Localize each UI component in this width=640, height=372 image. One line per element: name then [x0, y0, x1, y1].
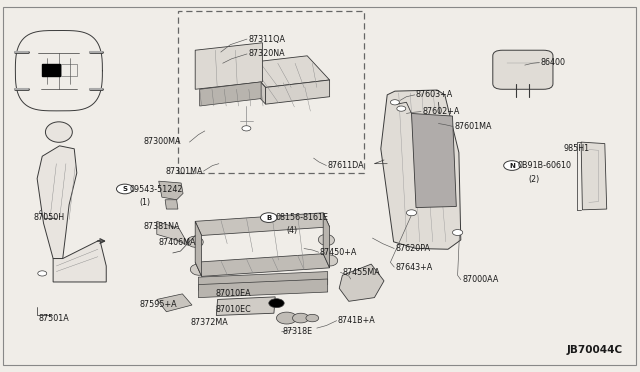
Text: 87603+A: 87603+A [416, 90, 453, 99]
Text: 0B91B-60610: 0B91B-60610 [517, 161, 571, 170]
Bar [42, 64, 60, 76]
Text: 87455MA: 87455MA [342, 268, 380, 277]
Text: (4): (4) [287, 226, 298, 235]
Ellipse shape [321, 255, 338, 266]
Text: B: B [266, 215, 271, 221]
Polygon shape [339, 264, 384, 301]
Circle shape [397, 106, 406, 111]
Text: 09543-51242: 09543-51242 [129, 185, 183, 194]
Text: 87450+A: 87450+A [320, 248, 357, 257]
Polygon shape [198, 279, 328, 298]
Text: 86400: 86400 [541, 58, 566, 67]
Text: N: N [509, 163, 515, 169]
Text: 87601MA: 87601MA [454, 122, 492, 131]
Circle shape [406, 210, 417, 216]
Polygon shape [266, 80, 330, 104]
Text: (1): (1) [140, 198, 150, 207]
Text: 87643+A: 87643+A [396, 263, 433, 272]
Polygon shape [216, 297, 275, 315]
Bar [418, 207, 446, 214]
Bar [418, 187, 446, 193]
Ellipse shape [187, 236, 204, 247]
Text: 87406MA: 87406MA [159, 238, 196, 247]
Polygon shape [243, 56, 330, 87]
Bar [178, 11, 364, 173]
Polygon shape [195, 213, 330, 235]
Text: 87010EC: 87010EC [215, 305, 251, 314]
Text: 08156-8161E: 08156-8161E [275, 213, 328, 222]
Circle shape [306, 314, 319, 322]
Polygon shape [195, 43, 262, 89]
Text: 87050H: 87050H [33, 213, 65, 222]
Bar [418, 146, 446, 153]
Text: 87620PA: 87620PA [396, 244, 431, 253]
Polygon shape [195, 254, 330, 276]
Circle shape [242, 126, 251, 131]
Text: (2): (2) [528, 175, 540, 184]
Circle shape [292, 313, 309, 323]
Polygon shape [412, 113, 456, 208]
Text: 87320NA: 87320NA [248, 49, 285, 58]
Ellipse shape [45, 122, 72, 142]
Circle shape [40, 210, 47, 214]
Text: 87318E: 87318E [283, 327, 313, 336]
Polygon shape [165, 200, 178, 209]
Circle shape [452, 230, 463, 235]
Circle shape [276, 312, 297, 324]
Text: 87301MA: 87301MA [165, 167, 203, 176]
Text: 87501A: 87501A [38, 314, 69, 323]
Circle shape [38, 271, 47, 276]
Text: 87602+A: 87602+A [422, 107, 460, 116]
Text: 87000AA: 87000AA [462, 275, 499, 284]
Circle shape [269, 299, 284, 308]
Circle shape [504, 161, 520, 170]
FancyBboxPatch shape [493, 50, 553, 89]
Ellipse shape [352, 277, 371, 292]
Ellipse shape [318, 234, 335, 246]
Text: 87381NA: 87381NA [144, 222, 180, 231]
Text: 985H1: 985H1 [563, 144, 589, 153]
Polygon shape [37, 146, 77, 259]
Text: 8741B+A: 8741B+A [338, 316, 376, 325]
Bar [61, 64, 77, 76]
Polygon shape [195, 221, 202, 276]
Polygon shape [381, 90, 461, 249]
Circle shape [260, 213, 277, 222]
Text: 87595+A: 87595+A [140, 300, 177, 309]
Text: 87372MA: 87372MA [191, 318, 228, 327]
Circle shape [116, 184, 133, 194]
Text: S: S [122, 186, 127, 192]
Polygon shape [581, 142, 607, 210]
Polygon shape [159, 181, 183, 200]
Text: 87311QA: 87311QA [248, 35, 285, 44]
Ellipse shape [190, 264, 207, 275]
Polygon shape [200, 82, 261, 106]
Polygon shape [157, 294, 192, 312]
Circle shape [390, 100, 399, 105]
Polygon shape [243, 63, 266, 104]
Polygon shape [198, 272, 328, 290]
Polygon shape [323, 213, 330, 268]
Bar [418, 166, 446, 173]
Text: 87010EA: 87010EA [215, 289, 251, 298]
Polygon shape [53, 240, 106, 282]
Polygon shape [157, 221, 189, 246]
Text: 87300MA: 87300MA [144, 137, 182, 146]
Bar [418, 125, 446, 132]
Text: 87611DA: 87611DA [328, 161, 364, 170]
Text: JB70044C: JB70044C [566, 346, 623, 355]
